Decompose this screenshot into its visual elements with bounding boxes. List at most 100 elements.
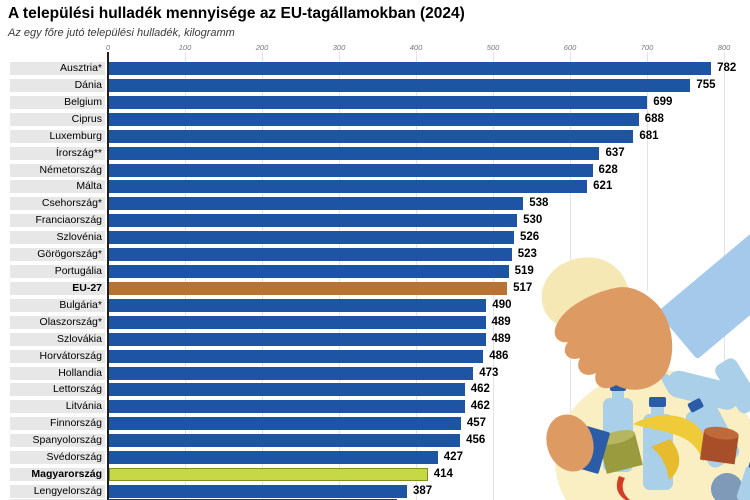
bar: [109, 366, 474, 380]
country-label: Dánia: [74, 78, 102, 91]
x-tick-label: 200: [255, 43, 269, 52]
country-label-strip: Franciaország: [10, 214, 105, 228]
x-tick-label: 500: [486, 43, 500, 52]
country-label: Szlovákia: [57, 332, 102, 345]
country-label: Írország**: [55, 146, 102, 159]
value-label: 755: [696, 78, 716, 91]
country-label: Magyarország: [31, 468, 102, 481]
country-label: Belgium: [64, 95, 102, 108]
bar: [109, 146, 600, 160]
bar: [109, 298, 487, 312]
bar: [109, 281, 508, 295]
chart-subtitle: Az egy főre jutó települési hulladék, ki…: [8, 27, 235, 39]
country-label: Franciaország: [35, 214, 102, 227]
country-label: Csehország*: [41, 197, 102, 210]
value-label: 519: [514, 265, 534, 278]
bar: [109, 248, 512, 262]
value-label: 387: [412, 485, 433, 497]
value-label: 517: [513, 281, 533, 294]
country-label-strip: Ciprus: [10, 112, 105, 126]
value-label: 628: [598, 163, 618, 176]
country-label-strip: Belgium: [10, 95, 105, 109]
value-label: 414: [433, 468, 453, 481]
bar: [109, 163, 593, 177]
trash-illustration: [541, 208, 750, 500]
x-tick-label: 0: [105, 43, 111, 52]
country-label: Olaszország*: [39, 315, 102, 328]
country-label-strip: Magyarország: [10, 468, 105, 482]
country-label-strip: Málta: [10, 180, 105, 194]
country-label: EU-27: [72, 281, 102, 294]
bar: [109, 214, 518, 228]
country-label-strip: Írország**: [10, 146, 105, 160]
bar: [109, 265, 509, 279]
country-label: Ausztria*: [59, 62, 102, 74]
bar: [109, 197, 524, 211]
value-label: 489: [491, 315, 511, 328]
bar: [109, 434, 461, 448]
country-label-strip: Hollandia: [10, 366, 105, 380]
value-label: 699: [653, 95, 673, 108]
country-label-strip: Spanyolország: [10, 434, 105, 448]
value-label: 681: [639, 129, 659, 142]
country-label: Luxemburg: [49, 129, 102, 142]
value-label: 688: [644, 112, 664, 125]
country-label-strip: Görögország*: [10, 248, 105, 262]
x-tick-label: 300: [332, 43, 346, 52]
country-label-strip: Szlovákia: [10, 332, 105, 346]
value-label: 530: [523, 214, 543, 227]
country-label-strip: Bulgária*: [10, 298, 105, 312]
bar: [109, 468, 428, 482]
value-label: 486: [489, 349, 509, 362]
country-label-strip: Csehország*: [10, 197, 105, 211]
country-label: Finnország: [50, 417, 102, 430]
x-tick-label: 600: [563, 43, 577, 52]
country-label: Szlovénia: [56, 231, 102, 244]
gridline: [647, 52, 648, 500]
country-label: Németország: [39, 163, 102, 176]
y-axis-line: [107, 52, 109, 500]
country-label: Málta: [76, 180, 102, 193]
chart-title: A települési hulladék mennyisége az EU-t…: [8, 5, 465, 22]
bar: [109, 417, 461, 431]
value-label: 457: [466, 417, 487, 430]
country-label: Lengyelország: [33, 485, 102, 497]
country-label: Bulgária*: [59, 298, 102, 311]
x-tick-label: 100: [178, 43, 192, 52]
country-label-strip: EU-27: [10, 281, 105, 295]
bar: [109, 400, 465, 414]
bar: [109, 315, 486, 329]
country-label-strip: Ausztria*: [10, 62, 105, 75]
value-label: 637: [605, 146, 625, 159]
value-label: 526: [520, 231, 540, 244]
bar: [109, 383, 465, 397]
bar: [109, 485, 407, 498]
bar: [109, 332, 486, 346]
bar: [109, 112, 639, 126]
country-label: Spanyolország: [32, 434, 102, 447]
value-label: 427: [443, 451, 463, 464]
arm-and-hand-icon: [541, 208, 750, 472]
bar: [109, 95, 648, 109]
value-label: 462: [470, 383, 490, 396]
country-label-strip: Portugália: [10, 265, 105, 279]
country-label-strip: Svédország: [10, 451, 105, 465]
bar: [109, 231, 515, 245]
country-label-strip: Dánia: [10, 78, 105, 92]
bar: [109, 180, 588, 194]
value-label: 490: [492, 298, 512, 311]
country-label: Portugália: [54, 265, 102, 278]
country-label: Lettország: [52, 383, 102, 396]
country-label: Svédország: [46, 451, 102, 464]
country-label: Horvátország: [39, 349, 102, 362]
country-label-strip: Olaszország*: [10, 315, 105, 329]
country-label: Ciprus: [71, 112, 102, 125]
country-label: Hollandia: [58, 366, 102, 379]
bar: [109, 129, 634, 143]
value-label: 473: [479, 366, 499, 379]
country-label-strip: Finnország: [10, 417, 105, 431]
bar: [109, 62, 712, 75]
country-label: Görögország*: [37, 248, 102, 261]
bar: [109, 451, 438, 465]
x-tick-label: 800: [717, 43, 731, 52]
